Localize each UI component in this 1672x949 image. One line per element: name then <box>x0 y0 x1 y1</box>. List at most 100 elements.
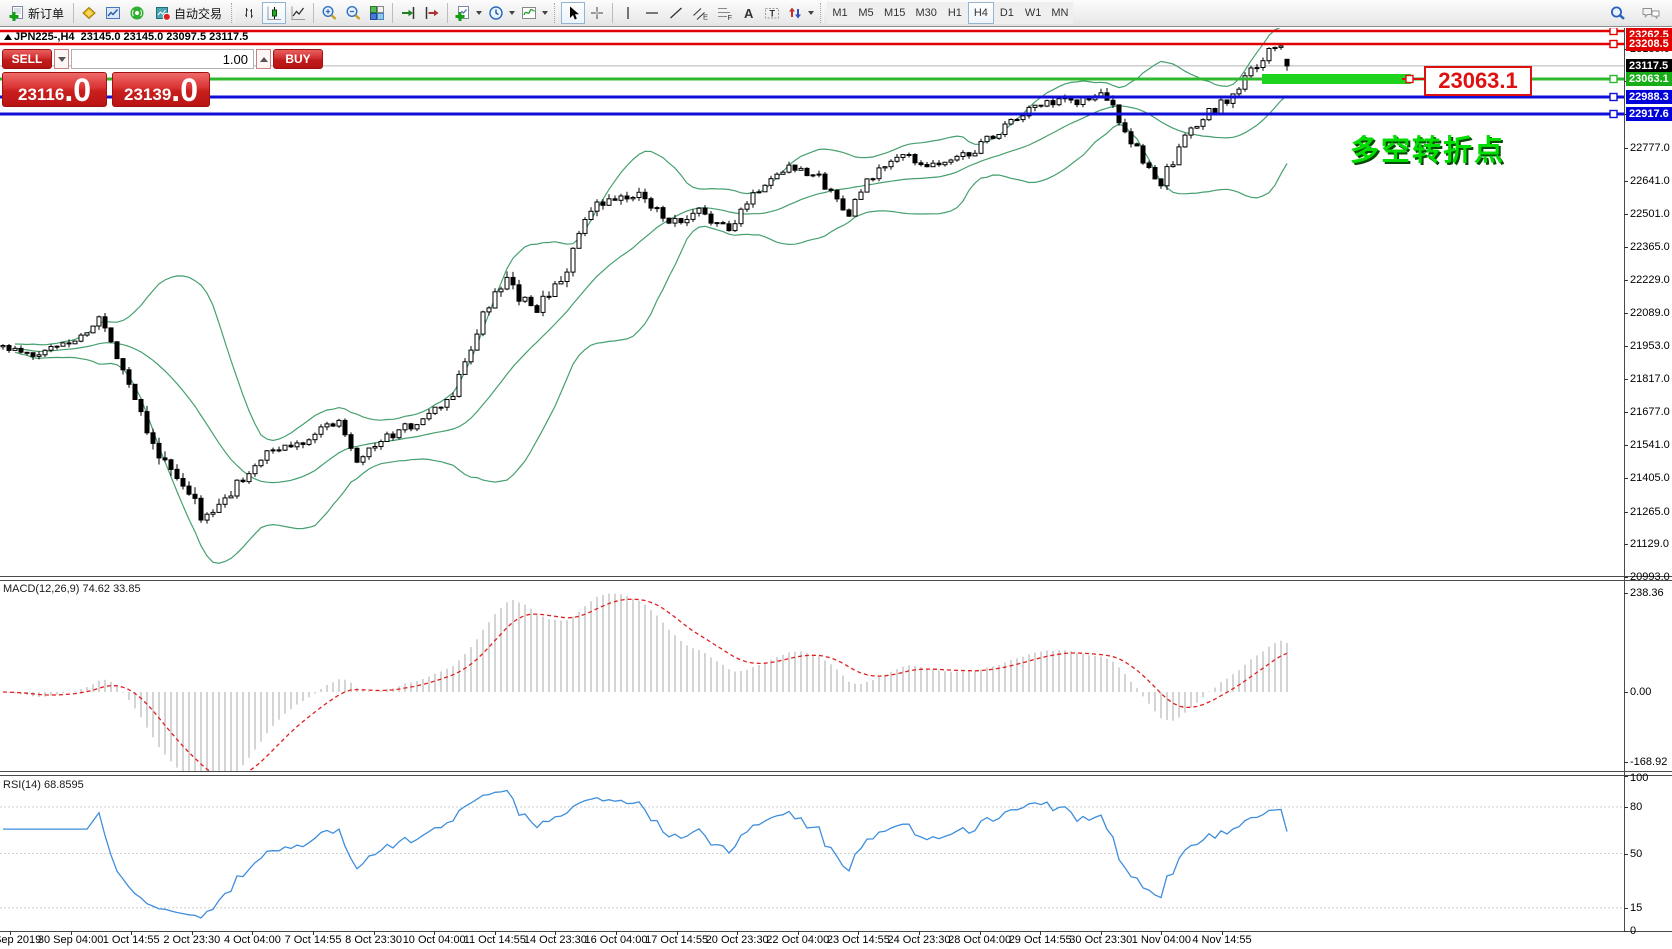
fibonacci-icon: F <box>717 8 732 21</box>
buy-price-display[interactable]: 23139.0 <box>112 72 210 107</box>
sell-price-display[interactable]: 23116.0 <box>2 72 107 107</box>
timeframe-button-W1[interactable]: W1 <box>1019 2 1047 24</box>
chart-ohlc-header: JPN225-,H4 23145.0 23145.0 23097.5 23117… <box>14 31 248 43</box>
crosshair-tool-button[interactable] <box>585 2 609 24</box>
timeframe-button-MN[interactable]: MN <box>1046 2 1074 24</box>
toolbar-grip <box>820 3 825 23</box>
time-axis-label: 8 Oct 23:30 <box>345 934 403 946</box>
macd-values: 74.62 33.85 <box>82 583 141 595</box>
price-tick-mark <box>1624 181 1628 182</box>
timeframe-button-M15[interactable]: M15 <box>879 2 911 24</box>
time-axis-label: 4 Nov 14:55 <box>1192 934 1252 946</box>
time-tick-mark <box>1100 931 1102 935</box>
main-chart-canvas[interactable] <box>0 28 1624 576</box>
price-callout-label[interactable]: 23063.1 <box>1424 66 1532 96</box>
period-dropdown-button[interactable] <box>485 2 518 24</box>
vertical-line-tool-button[interactable] <box>616 2 640 24</box>
text-label-tool-button[interactable]: T <box>760 2 784 24</box>
trendline-tool-button[interactable] <box>664 2 688 24</box>
buy-button[interactable]: BUY <box>273 49 323 69</box>
price-tick-label: 20993.0 <box>1630 571 1670 583</box>
price-tick-mark <box>1624 247 1628 248</box>
channel-tool-button[interactable]: E <box>688 2 712 24</box>
time-tick-mark <box>737 931 739 935</box>
indicators-dropdown-button[interactable] <box>518 2 551 24</box>
cursor-tool-button[interactable] <box>561 2 586 24</box>
volume-input[interactable] <box>71 49 254 69</box>
new-chart-dropdown-button[interactable] <box>451 2 485 24</box>
zoom-in-button[interactable] <box>317 2 341 24</box>
fibonacci-tool-button[interactable]: F <box>712 2 736 24</box>
bar-chart-type-button[interactable] <box>238 2 262 24</box>
volume-increase-button[interactable] <box>256 49 271 69</box>
rsi-tick-mark <box>1624 854 1628 855</box>
price-tick-label: 21129.0 <box>1630 538 1669 550</box>
price-tick-mark <box>1624 280 1628 281</box>
macd-pane-canvas[interactable] <box>0 581 1624 771</box>
chinese-annotation-text[interactable]: 多空转折点 <box>1350 135 1506 167</box>
candlestick-chart-icon <box>267 6 282 20</box>
timeframe-button-H4[interactable]: H4 <box>967 2 994 24</box>
price-tick-label: 21265.0 <box>1630 506 1670 518</box>
chat-button[interactable] <box>1638 2 1664 24</box>
chart-profile-button[interactable] <box>101 2 125 24</box>
toolbar-separator <box>447 3 449 23</box>
zoom-out-button[interactable] <box>341 2 365 24</box>
time-tick-mark <box>919 931 920 935</box>
buy-price-main: 23139 <box>124 84 172 104</box>
time-tick-mark <box>252 931 254 935</box>
sell-button[interactable]: SELL <box>2 49 52 69</box>
pane-separator[interactable] <box>0 580 1672 581</box>
chat-icon <box>1642 8 1660 20</box>
svg-text:E: E <box>703 13 708 22</box>
volume-decrease-button[interactable] <box>54 49 69 69</box>
time-tick-mark <box>1222 931 1223 935</box>
pane-separator[interactable] <box>0 576 1672 577</box>
timeframe-button-M30[interactable]: M30 <box>910 2 942 24</box>
time-tick-mark <box>797 931 799 935</box>
price-line-badge: 22917.6 <box>1626 107 1672 121</box>
time-axis-label: 16 Oct 04:00 <box>584 934 648 946</box>
time-tick-mark <box>676 931 678 935</box>
arrows-dropdown-button[interactable] <box>784 2 817 24</box>
macd-tick-mark <box>1624 593 1628 594</box>
pane-separator[interactable] <box>0 775 1672 776</box>
macd-tick-mark <box>1624 692 1628 693</box>
cursor-icon <box>570 6 580 20</box>
auto-scroll-button[interactable] <box>396 2 420 24</box>
collapse-arrow-icon[interactable] <box>4 34 12 40</box>
toolbar-separator <box>612 3 614 23</box>
auto-trading-button[interactable]: 自动交易 <box>149 2 228 24</box>
horizontal-line-tool-button[interactable] <box>640 2 664 24</box>
line-chart-type-button[interactable] <box>286 2 310 24</box>
price-tick-label: 21953.0 <box>1630 340 1670 352</box>
signal-button[interactable] <box>125 2 149 24</box>
macd-indicator-label: MACD(12,26,9) 74.62 33.85 <box>3 583 141 595</box>
toolbar-separator <box>313 3 315 23</box>
rsi-name: RSI(14) <box>3 779 41 791</box>
tile-windows-button[interactable] <box>365 2 389 24</box>
timeframe-button-M5[interactable]: M5 <box>853 2 880 24</box>
macd-tick-label: 238.36 <box>1630 587 1664 599</box>
search-button[interactable] <box>1606 2 1630 24</box>
timeframe-button-M1[interactable]: M1 <box>827 2 854 24</box>
text-tool-button[interactable]: A <box>736 2 760 24</box>
price-line-badge: 22988.3 <box>1626 90 1672 104</box>
time-tick-mark <box>616 931 617 935</box>
macd-tick-label: -168.92 <box>1630 756 1668 768</box>
candlestick-chart-type-button[interactable] <box>262 2 287 24</box>
chart-shift-button[interactable] <box>420 2 444 24</box>
time-tick-mark <box>70 931 72 935</box>
time-axis-label: 30 Oct 23:30 <box>1069 934 1133 946</box>
new-order-button[interactable]: 新订单 <box>2 2 70 24</box>
price-tick-label: 21541.0 <box>1630 439 1670 451</box>
timeframe-button-D1[interactable]: D1 <box>993 2 1020 24</box>
pane-separator[interactable] <box>0 771 1672 772</box>
price-tick-mark <box>1624 148 1628 149</box>
timeframe-button-H1[interactable]: H1 <box>941 2 968 24</box>
time-axis-label: 24 Oct 23:30 <box>887 934 951 946</box>
toolbar-grip <box>231 3 236 23</box>
price-tick-mark <box>1624 577 1628 578</box>
rsi-pane-canvas[interactable] <box>0 776 1624 931</box>
gold-button[interactable] <box>77 2 101 24</box>
